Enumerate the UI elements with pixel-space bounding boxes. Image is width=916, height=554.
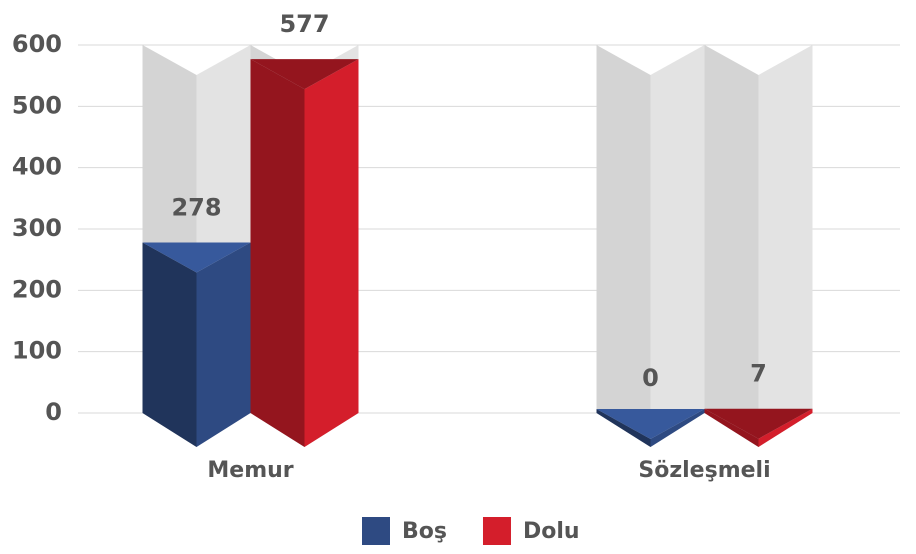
bar-top-face xyxy=(142,242,251,273)
y-tick-label: 400 xyxy=(12,153,62,181)
value-label: 577 xyxy=(279,10,329,38)
bar-ghost-left xyxy=(596,45,651,447)
bar-right-face xyxy=(758,408,813,447)
bar-left-face xyxy=(142,242,197,447)
bar-top-face xyxy=(250,59,359,90)
y-tick-label: 600 xyxy=(12,30,62,58)
bar-left-face xyxy=(596,409,651,447)
bar-right-face xyxy=(196,242,251,447)
legend-swatch xyxy=(482,517,511,545)
legend-label: Boş xyxy=(402,519,447,544)
y-tick-label: 500 xyxy=(12,91,62,119)
y-tick-label: 0 xyxy=(45,398,62,426)
bar-right-face xyxy=(650,409,705,447)
x-tick-label: Memur xyxy=(207,458,293,483)
value-label: 0 xyxy=(642,364,659,392)
y-tick-label: 300 xyxy=(12,214,62,242)
bar-left-face xyxy=(704,408,759,447)
bar-ghost-left xyxy=(704,45,759,447)
legend-swatch xyxy=(362,517,390,545)
x-tick-label: Sözleşmeli xyxy=(638,458,770,483)
bar-top-face xyxy=(704,408,813,439)
value-label: 278 xyxy=(171,193,221,221)
y-tick-label: 100 xyxy=(12,337,62,365)
bar-top-face xyxy=(596,409,705,439)
bar-left-face xyxy=(250,59,305,448)
value-label: 7 xyxy=(750,360,767,388)
y-tick-label: 200 xyxy=(12,275,62,303)
bar-ghost-right xyxy=(650,45,705,447)
bar-ghost-right xyxy=(758,45,813,447)
legend-label: Dolu xyxy=(523,519,580,544)
bar-right-face xyxy=(304,59,359,448)
